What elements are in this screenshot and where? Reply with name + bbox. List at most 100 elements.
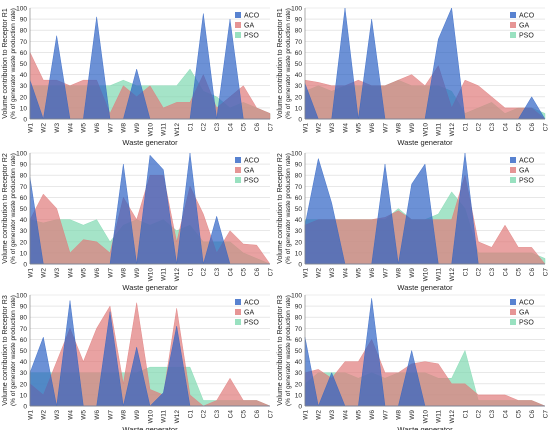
y-tick-label: 60 [295,50,303,57]
x-tick-label: C2 [476,410,483,419]
y-axis-title: Volume contribution to Receptor R1 [277,8,284,119]
y-tick-label: 90 [295,162,303,169]
legend-swatch-ga [235,22,241,28]
y-tick-label: 0 [23,117,27,124]
x-tick-label: W11 [436,410,443,423]
x-tick-label: W1 [27,123,34,133]
y-tick-label: 100 [16,6,27,13]
x-tick-label: W8 [396,123,403,133]
x-tick-label: W1 [27,268,34,278]
x-tick-label: W7 [382,123,389,133]
x-tick-label: C2 [201,123,208,132]
legend-swatch-pso [510,319,516,325]
x-tick-label: W8 [121,410,128,420]
legend-label-pso: PSO [519,33,534,40]
x-tick-label: C4 [227,410,234,419]
x-tick-label: W6 [369,410,376,420]
legend-swatch-pso [235,32,241,38]
y-tick-label: 50 [20,61,28,68]
x-tick-label: W9 [134,410,141,420]
y-tick-label: 10 [295,105,303,112]
y-tick-label: 0 [23,404,27,411]
x-tick-label: W3 [54,268,61,278]
y-tick-label: 50 [295,348,303,355]
x-axis-title: Waste generator [397,425,453,430]
x-tick-label: C4 [502,268,509,277]
x-tick-label: C1 [462,268,469,277]
x-tick-label: C6 [529,123,536,132]
x-tick-label: C5 [241,410,248,419]
y-tick-label: 30 [295,228,303,235]
x-tick-label: W9 [409,123,416,133]
x-tick-label: W4 [342,268,349,278]
x-tick-label: W8 [396,410,403,420]
x-tick-label: W12 [449,410,456,424]
legend-swatch-aco [510,299,516,305]
chart-panel-5: 0 10 20 30 40 50 60 70 80 90 100 W1 W2 W3 W4 W5 W6 W7 W8 W9… [2,293,274,430]
legend-swatch-aco [235,299,241,305]
legend-swatch-pso [510,177,516,183]
x-tick-label: C3 [489,268,496,277]
y-tick-label: 40 [295,359,303,366]
legend-label-ga: GA [519,23,529,30]
x-tick-label: W7 [107,268,114,278]
legend-swatch-pso [235,319,241,325]
x-tick-label: C1 [187,410,194,419]
x-tick-label: W11 [161,410,168,423]
x-tick-label: W4 [342,410,349,420]
x-tick-label: W11 [161,268,168,281]
legend-label-aco: ACO [519,13,535,20]
y-tick-label: 50 [20,206,28,213]
area-ga [29,302,271,407]
y-tick-label: 30 [295,370,303,377]
x-tick-label: C3 [489,410,496,419]
y-tick-label: 50 [295,206,303,213]
legend-label-ga: GA [244,168,254,175]
y-tick-label: 70 [20,326,28,333]
y-tick-label: 90 [20,162,28,169]
legend-swatch-ga [510,22,516,28]
x-tick-label: C6 [254,410,261,419]
x-axis-title: Waste generator [122,425,178,430]
x-axis-title: Waste generator [122,283,178,292]
x-tick-label: W8 [396,268,403,278]
y-tick-label: 20 [295,239,303,246]
x-tick-label: W4 [67,410,74,420]
y-tick-label: 90 [295,17,303,24]
y-tick-label: 60 [295,195,303,202]
x-tick-label: W7 [382,410,389,420]
x-tick-label: W10 [147,410,154,424]
x-tick-label: W6 [94,410,101,420]
x-tick-label: W10 [147,268,154,282]
x-tick-label: W1 [302,410,309,420]
x-tick-label: W11 [436,268,443,281]
x-tick-label: W12 [174,268,181,282]
x-tick-label: C1 [187,123,194,132]
y-tick-label: 100 [291,6,302,13]
y-axis-title: Volume contribution to Receptor R2 [277,153,284,264]
x-tick-label: W7 [107,410,114,420]
y-tick-label: 0 [298,262,302,269]
x-tick-label: W2 [316,410,323,420]
x-axis-title: Waste generator [397,138,453,147]
x-tick-label: C4 [502,123,509,132]
x-tick-label: C3 [489,123,496,132]
y-tick-label: 90 [20,17,28,24]
y-tick-label: 50 [295,61,303,68]
x-tick-label: C7 [542,410,549,419]
legend-label-aco: ACO [244,13,260,20]
x-tick-label: C1 [187,268,194,277]
x-tick-label: C5 [516,123,523,132]
x-tick-label: W4 [67,268,74,278]
legend-label-ga: GA [519,310,529,317]
y-axis-subtitle: (% of generator waste production rate) [10,153,17,264]
x-tick-label: C5 [241,268,248,277]
x-tick-label: W10 [422,268,429,282]
legend-swatch-aco [235,12,241,18]
x-tick-label: W12 [449,268,456,282]
x-tick-label: W12 [174,410,181,424]
y-tick-label: 70 [20,184,28,191]
x-tick-label: W4 [342,123,349,133]
x-tick-label: W1 [27,410,34,420]
y-tick-label: 80 [295,28,303,35]
